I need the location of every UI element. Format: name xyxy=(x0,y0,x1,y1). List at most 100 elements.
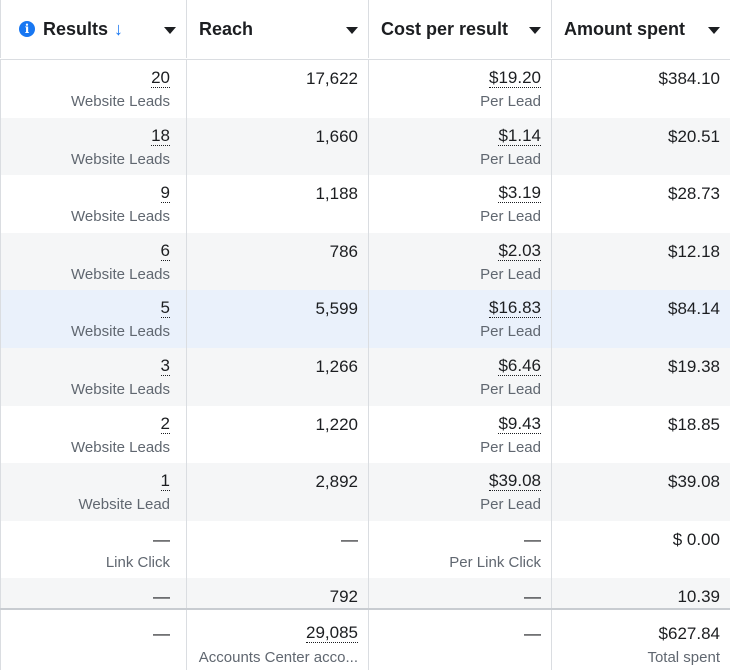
cost-value: — xyxy=(524,529,541,549)
column-header-reach[interactable]: Reach xyxy=(187,0,369,58)
cost-cell: $6.46 Per Lead xyxy=(369,347,552,406)
cost-value[interactable]: $16.83 xyxy=(489,298,541,319)
spent-cell: $18.85 xyxy=(552,406,730,464)
table-row[interactable]: 6 Website Leads 786 $2.03 Per Lead $12.1… xyxy=(0,232,730,291)
results-cell: — Link Click xyxy=(0,520,187,579)
cost-cell: $19.20 Per Lead xyxy=(369,60,552,118)
cost-cell: — xyxy=(369,578,552,609)
reach-value: 5,599 xyxy=(315,299,358,319)
summary-reach-value[interactable]: 29,085 xyxy=(306,623,358,644)
reach-value: 2,892 xyxy=(315,472,358,492)
column-header-results[interactable]: i Results ↓ xyxy=(0,0,187,58)
reach-cell: 5,599 xyxy=(187,290,369,348)
spent-value: $12.18 xyxy=(668,241,720,261)
cost-label: Per Lead xyxy=(480,323,541,341)
column-header-amount-spent[interactable]: Amount spent xyxy=(552,0,730,58)
column-header-label: Cost per result xyxy=(381,18,509,39)
spent-value: $39.08 xyxy=(668,472,720,492)
spent-value: $18.85 xyxy=(668,414,720,434)
cost-value[interactable]: $19.20 xyxy=(489,68,541,88)
cost-value[interactable]: $2.03 xyxy=(498,240,541,261)
spent-value: 10.39 xyxy=(677,587,720,607)
cost-label: Per Lead xyxy=(480,438,541,456)
results-value[interactable]: 3 xyxy=(160,355,170,376)
reach-cell: 786 xyxy=(187,232,369,291)
results-value[interactable]: 6 xyxy=(160,240,170,261)
cost-cell: $16.83 Per Lead xyxy=(369,290,552,348)
reach-cell: 1,220 xyxy=(187,405,369,464)
results-value[interactable]: 20 xyxy=(151,68,170,88)
summary-spent-label: Total spent xyxy=(647,649,720,667)
spent-cell: $28.73 xyxy=(552,175,730,233)
cost-label: Per Lead xyxy=(480,93,541,110)
reach-cell: 1,188 xyxy=(187,175,369,233)
chevron-down-icon[interactable] xyxy=(164,27,176,34)
spent-cell: $20.51 xyxy=(552,118,730,176)
cost-value[interactable]: $39.08 xyxy=(489,471,541,492)
results-label: Website Leads xyxy=(71,208,170,226)
results-value[interactable]: 18 xyxy=(151,125,170,146)
spent-value: $ 0.00 xyxy=(672,529,720,549)
info-icon[interactable]: i xyxy=(19,21,35,37)
cost-cell: $9.43 Per Lead xyxy=(369,405,552,464)
chevron-down-icon[interactable] xyxy=(529,27,541,34)
spent-value: $19.38 xyxy=(668,356,720,376)
summary-row: — 29,085 Accounts Center acco... — $627.… xyxy=(0,610,730,670)
results-label: Link Click xyxy=(105,553,170,571)
results-value[interactable]: 1 xyxy=(160,471,170,492)
results-value[interactable]: 9 xyxy=(160,183,170,204)
results-cell: 9 Website Leads xyxy=(0,175,187,233)
results-value[interactable]: 2 xyxy=(160,413,170,434)
cost-label: Per Lead xyxy=(480,496,541,514)
chevron-down-icon[interactable] xyxy=(346,27,358,34)
table-row[interactable]: 1 Website Lead 2,892 $39.08 Per Lead $39… xyxy=(0,463,730,521)
cost-value[interactable]: $6.46 xyxy=(498,355,541,376)
results-cell: 18 Website Leads xyxy=(0,117,187,176)
table-row[interactable]: 9 Website Leads 1,188 $3.19 Per Lead $28… xyxy=(0,175,730,233)
chevron-down-icon[interactable] xyxy=(708,27,720,34)
results-value[interactable]: 5 xyxy=(160,298,170,319)
reach-value: 1,660 xyxy=(315,126,358,146)
table-row[interactable]: 5 Website Leads 5,599 $16.83 Per Lead $8… xyxy=(0,290,730,348)
summary-spent-value: $627.84 xyxy=(658,624,720,644)
spent-cell: $39.08 xyxy=(552,463,730,521)
results-cell: — xyxy=(0,578,187,609)
cost-label: Per Lead xyxy=(480,150,541,168)
results-cell: 2 Website Leads xyxy=(0,405,187,464)
summary-divider xyxy=(0,608,730,611)
column-header-label: Reach xyxy=(199,18,254,39)
table-row[interactable]: 20 Website Leads 17,622 $19.20 Per Lead … xyxy=(0,60,730,118)
reach-cell: 1,660 xyxy=(187,117,369,176)
summary-spent-cell: $627.84 Total spent xyxy=(552,610,730,670)
table-row[interactable]: — Link Click — — Per Link Click $ 0.00 xyxy=(0,520,730,579)
spent-value: $20.51 xyxy=(668,126,720,146)
reach-cell: 2,892 xyxy=(187,463,369,521)
table-row[interactable]: 18 Website Leads 1,660 $1.14 Per Lead $2… xyxy=(0,117,730,176)
cost-value[interactable]: $3.19 xyxy=(498,183,541,204)
table-row[interactable]: 2 Website Leads 1,220 $9.43 Per Lead $18… xyxy=(0,405,730,464)
results-value: — xyxy=(153,587,170,607)
results-label: Website Leads xyxy=(71,323,170,341)
cost-cell: $39.08 Per Lead xyxy=(369,463,552,521)
cost-label: Per Lead xyxy=(480,208,541,226)
cost-cell: $2.03 Per Lead xyxy=(369,232,552,291)
results-label: Website Leads xyxy=(71,150,170,168)
spent-cell: $384.10 xyxy=(552,60,730,118)
cost-value[interactable]: $9.43 xyxy=(498,413,541,434)
results-cell: 6 Website Leads xyxy=(0,232,187,291)
column-header-cost-per-result[interactable]: Cost per result xyxy=(369,0,552,58)
table-row[interactable]: — 792 — 10.39 xyxy=(0,578,730,609)
sort-down-icon[interactable]: ↓ xyxy=(114,18,124,39)
table-row[interactable]: 3 Website Leads 1,266 $6.46 Per Lead $19… xyxy=(0,347,730,406)
reach-value: 1,220 xyxy=(315,414,358,434)
cost-value[interactable]: $1.14 xyxy=(498,125,541,146)
spent-cell: $12.18 xyxy=(552,233,730,291)
spent-value: $384.10 xyxy=(658,69,720,88)
reach-cell: 1,266 xyxy=(187,347,369,406)
reach-value: 786 xyxy=(329,241,358,261)
results-cell: 3 Website Leads xyxy=(0,347,187,406)
cost-value: — xyxy=(524,587,541,607)
summary-cost-value: — xyxy=(524,624,541,644)
spent-cell: $84.14 xyxy=(552,290,730,348)
